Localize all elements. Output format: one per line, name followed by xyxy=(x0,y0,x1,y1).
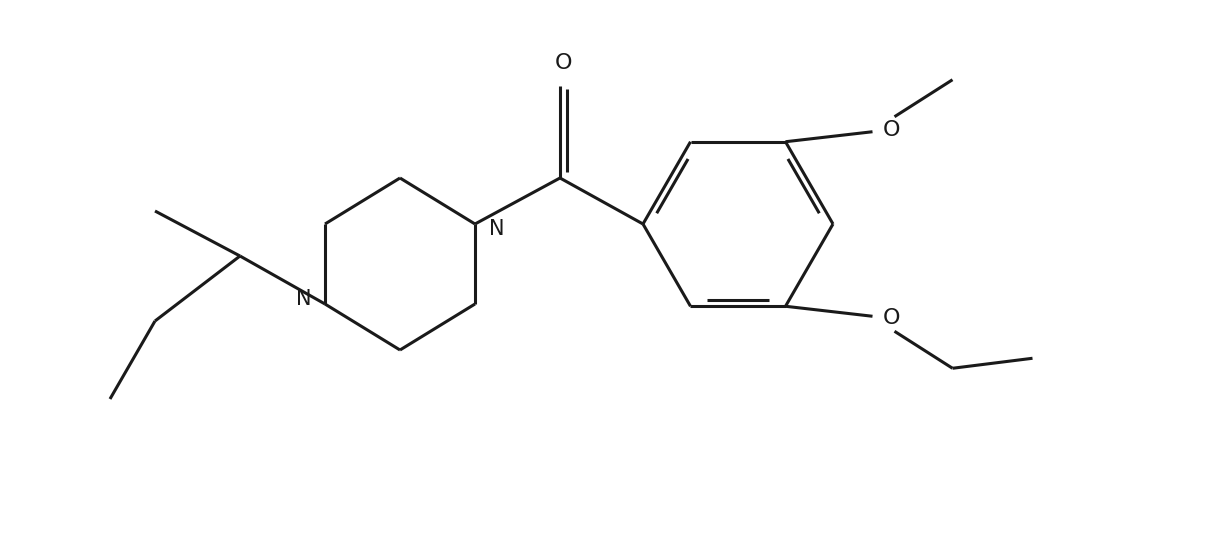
Text: N: N xyxy=(489,219,505,239)
Text: N: N xyxy=(295,289,311,309)
Text: O: O xyxy=(882,120,900,140)
Text: O: O xyxy=(555,53,572,73)
Text: O: O xyxy=(882,308,900,328)
